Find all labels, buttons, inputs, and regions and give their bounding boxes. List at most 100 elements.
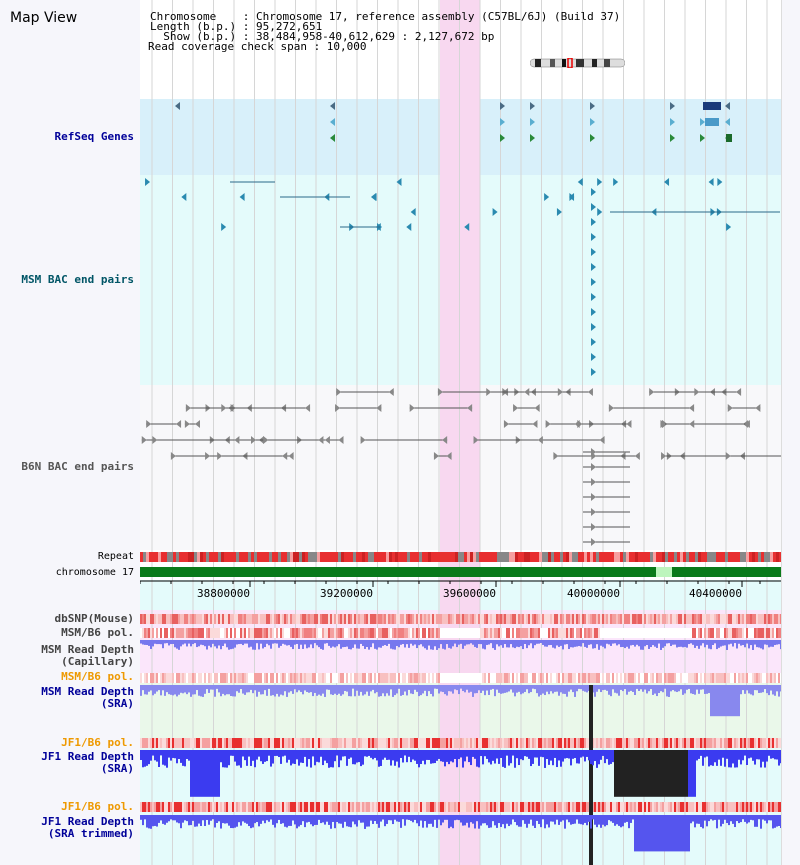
msm-capillary-depth-bar	[398, 640, 400, 648]
jf1-b6-pol-cell	[228, 802, 230, 812]
msm-b6-pol-cell	[526, 628, 528, 638]
repeat-block	[641, 552, 644, 562]
repeat-block	[503, 552, 506, 562]
jf1-b6-pol-cell	[242, 802, 244, 812]
repeat-block	[722, 552, 725, 562]
jf1-b6-pol-cell	[578, 738, 580, 748]
msm-b6-pol-cell	[254, 628, 256, 638]
jf1-sra-depth-bar	[332, 750, 334, 768]
jf1-sra-depth-bar	[550, 750, 552, 761]
jf1-sra-depth-bar	[672, 750, 674, 797]
jf1-b6-pol-cell	[576, 738, 578, 748]
msm-b6-pol-cell	[634, 673, 636, 683]
msm-b6-pol-cell	[564, 673, 566, 683]
jf1-b6-pol-cell	[418, 802, 420, 812]
dbsnp-cell	[276, 614, 278, 624]
msm-sra-depth-bar	[448, 685, 450, 692]
jf1-trimmed-depth-bar	[220, 815, 222, 829]
jf1-b6-pol-cell	[466, 738, 468, 748]
jf1-b6-pol-cell	[470, 738, 472, 748]
chromosome-ideogram[interactable]	[529, 53, 626, 69]
dbsnp-cell	[660, 614, 662, 624]
msm-b6-pol-cell	[362, 628, 364, 638]
msm-sra-depth-bar	[474, 685, 476, 694]
jf1-sra-depth-bar	[602, 750, 604, 756]
msm-capillary-depth-bar	[336, 640, 338, 647]
msm-b6-pol-cell	[150, 673, 152, 683]
msm-b6-pol-cell	[730, 628, 732, 638]
msm-b6-pol-cell	[354, 628, 356, 638]
msm-b6-pol-cell	[704, 673, 706, 683]
repeat-block	[425, 552, 428, 562]
jf1-b6-pol-cell	[780, 802, 781, 812]
msm-b6-pol-cell	[148, 673, 150, 683]
jf1-sra-depth-bar	[660, 750, 662, 797]
msm-capillary-depth-bar	[442, 640, 444, 649]
jf1-sra-depth-bar	[150, 750, 152, 761]
jf1-b6-pol-cell	[290, 738, 292, 748]
jf1-b6-pol-cell	[404, 802, 406, 812]
jf1-trimmed-depth-bar	[488, 815, 490, 828]
jf1-b6-pol-cell	[582, 738, 584, 748]
dbsnp-cell	[626, 614, 628, 624]
msm-b6-pol-cell	[260, 628, 262, 638]
jf1-sra-depth-bar	[626, 750, 628, 797]
msm-b6-pol-cell	[340, 628, 342, 638]
repeat-block	[656, 552, 659, 562]
jf1-b6-pol-cell	[168, 738, 170, 748]
jf1-b6-pol-cell	[380, 802, 382, 812]
jf1-sra-depth-bar	[226, 750, 228, 768]
refseq-gene	[725, 118, 730, 126]
coverage-spike	[589, 685, 593, 865]
msm-capillary-depth-bar	[334, 640, 336, 648]
msm-sra-depth-bar	[258, 685, 260, 692]
jf1-b6-pol-cell	[710, 802, 712, 812]
repeat-block	[653, 552, 656, 562]
jf1-sra-depth-bar	[146, 750, 148, 766]
jf1-b6-pol-cell	[732, 802, 734, 812]
jf1-b6-pol-cell	[280, 802, 282, 812]
jf1-trimmed-depth-bar	[612, 815, 614, 823]
dbsnp-cell	[144, 614, 146, 624]
b6n-bac-end	[473, 436, 479, 444]
msm-b6-pol-cell	[624, 628, 626, 638]
msm-b6-pol-cell	[248, 628, 250, 638]
msm-capillary-depth-bar	[286, 640, 288, 646]
dbsnp-cell	[760, 614, 762, 624]
repeat-block	[527, 552, 530, 562]
msm-capillary-depth-bar	[276, 640, 278, 644]
repeat-block	[200, 552, 203, 562]
msm-capillary-depth-bar	[616, 640, 618, 646]
dbsnp-cell	[220, 614, 222, 624]
msm-sra-depth-bar	[424, 685, 426, 691]
jf1-trimmed-depth-bar	[582, 815, 584, 825]
jf1-sra-depth-bar	[434, 750, 436, 764]
msm-capillary-depth-bar	[520, 640, 522, 647]
jf1-b6-pol-cell	[194, 802, 196, 812]
jf1-b6-pol-cell	[652, 738, 654, 748]
msm-b6-pol-cell	[524, 628, 526, 638]
repeat-block	[533, 552, 536, 562]
msm-b6-pol-cell	[352, 628, 354, 638]
dbsnp-cell	[504, 614, 506, 624]
msm-b6-pol-cell	[360, 673, 362, 683]
jf1-b6-pol-cell	[722, 802, 724, 812]
msm-b6-pol-cell	[508, 628, 510, 638]
plot-canvas[interactable]: 38800000 39200000 39600000 40000000 40400000	[140, 0, 781, 865]
msm-sra-depth-bar	[488, 685, 490, 695]
axis-tick-label: 39200000	[320, 587, 373, 600]
msm-bac-end	[464, 223, 470, 231]
jf1-b6-pol-cell	[742, 802, 744, 812]
msm-bac-end	[577, 178, 583, 186]
msm-capillary-depth-bar	[486, 640, 488, 645]
b6n-bac-end	[217, 452, 223, 460]
msm-capillary-depth-bar	[258, 640, 260, 650]
msm-b6-pol-cell	[478, 628, 480, 638]
jf1-b6-pol-cell	[636, 738, 638, 748]
msm-sra-depth-bar	[516, 685, 518, 693]
chromosome-info: Chromosome : Chromosome 17, reference as…	[150, 10, 621, 23]
msm-sra-depth-bar	[720, 685, 722, 717]
genome-browser-plot[interactable]: 38800000 39200000 39600000 40000000 40400000	[140, 0, 781, 865]
repeat-block	[272, 552, 275, 562]
jf1-b6-pol-cell	[506, 738, 508, 748]
